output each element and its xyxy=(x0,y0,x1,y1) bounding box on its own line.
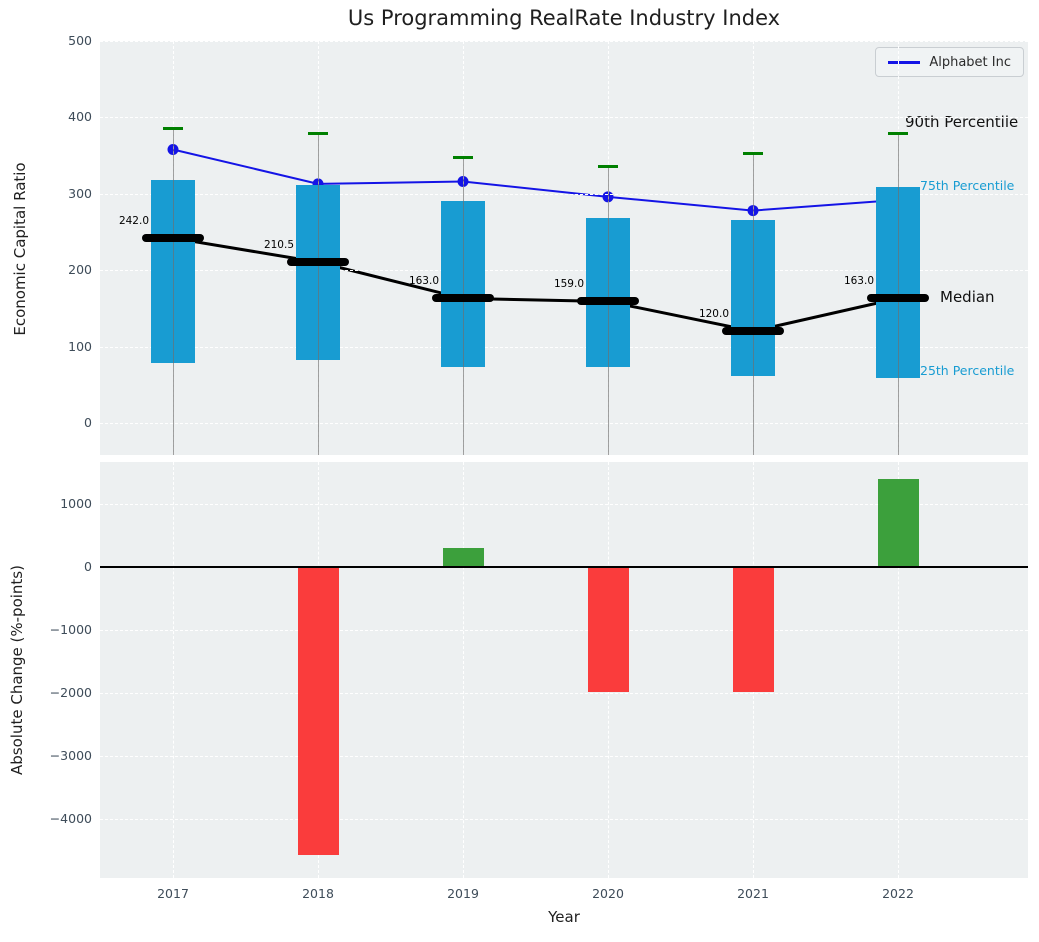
p90-whisker-cap xyxy=(888,131,908,135)
v-gridline xyxy=(898,462,899,878)
h-gridline xyxy=(100,422,1028,424)
change-bar xyxy=(297,566,339,856)
y-tick-label: 200 xyxy=(68,262,92,278)
top-plot-area: 90th Percentile 75th Percentile Median 2… xyxy=(100,41,1028,455)
p90-whisker-cap xyxy=(308,131,328,135)
change-bar xyxy=(877,479,919,567)
x-tick-label: 2017 xyxy=(157,886,189,901)
p90-whisker-cap xyxy=(163,126,183,130)
h-gridline xyxy=(100,756,1028,758)
x-tick-label: 2018 xyxy=(302,886,334,901)
h-gridline xyxy=(100,41,1028,42)
x-tick-label: 2020 xyxy=(592,886,624,901)
legend: Alphabet Inc xyxy=(875,47,1024,77)
y-tick-label: 0 xyxy=(84,558,92,574)
median-value-label: 242.0 xyxy=(118,215,149,228)
alphabet-line xyxy=(172,148,899,212)
median-value-label: 163.0 xyxy=(408,275,439,288)
median-value-label: 159.0 xyxy=(553,278,584,291)
bottom-plot-area xyxy=(100,462,1028,878)
median-dash xyxy=(287,258,349,267)
whisker-line xyxy=(753,153,754,455)
h-gridline xyxy=(100,346,1028,348)
y-tick-label: 500 xyxy=(68,33,92,48)
y-tick-label: −2000 xyxy=(49,685,92,701)
p90-whisker-cap xyxy=(453,156,473,160)
whisker-line xyxy=(608,166,609,455)
median-value-label: 163.0 xyxy=(843,275,874,288)
median-dash xyxy=(722,327,784,336)
y-tick-label: 0 xyxy=(84,414,92,430)
median-annotation: Median xyxy=(940,288,995,306)
change-bar xyxy=(732,566,774,693)
y-tick-label: −3000 xyxy=(49,748,92,764)
x-tick-label: 2021 xyxy=(737,886,769,901)
p75-annotation: 75th Percentile xyxy=(920,178,1015,193)
y-tick-label: 1000 xyxy=(60,495,92,511)
y-tick-label: 400 xyxy=(68,109,92,125)
whisker-line xyxy=(173,128,174,455)
median-dash xyxy=(432,294,494,303)
h-gridline xyxy=(100,819,1028,821)
p90-whisker-cap xyxy=(598,164,618,168)
zero-line xyxy=(100,565,1028,568)
h-gridline xyxy=(100,629,1028,631)
y-tick-label: 300 xyxy=(68,185,92,201)
top-y-axis-label: Economic Capital Ratio xyxy=(11,162,29,336)
chart-title: Us Programming RealRate Industry Index xyxy=(347,6,781,30)
whisker-line xyxy=(898,133,899,455)
p90-annotation: 90th Percentile xyxy=(905,113,1019,131)
whisker-line xyxy=(318,133,319,455)
whisker-line xyxy=(463,157,464,455)
y-tick-label: −4000 xyxy=(49,811,92,827)
p90-whisker-cap xyxy=(743,151,763,155)
median-value-label: 210.5 xyxy=(263,239,294,252)
median-dash xyxy=(142,234,204,243)
v-gridline xyxy=(173,462,174,878)
h-gridline xyxy=(100,193,1028,195)
y-tick-label: 100 xyxy=(68,338,92,354)
x-axis-label: Year xyxy=(548,908,580,926)
v-gridline xyxy=(463,462,464,878)
median-dash xyxy=(867,294,929,303)
x-tick-label: 2022 xyxy=(882,886,914,901)
change-bar xyxy=(442,548,484,567)
p25-annotation: 25th Percentile xyxy=(920,363,1015,378)
h-gridline xyxy=(100,117,1028,119)
h-gridline xyxy=(100,693,1028,695)
h-gridline xyxy=(100,270,1028,272)
legend-label: Alphabet Inc xyxy=(929,54,1011,70)
median-value-label: 120.0 xyxy=(698,308,729,321)
change-bar xyxy=(587,566,629,693)
y-tick-label: −1000 xyxy=(49,621,92,637)
median-dash xyxy=(577,297,639,306)
x-tick-label: 2019 xyxy=(447,886,479,901)
h-gridline xyxy=(100,503,1028,505)
legend-line-sample xyxy=(888,60,921,64)
